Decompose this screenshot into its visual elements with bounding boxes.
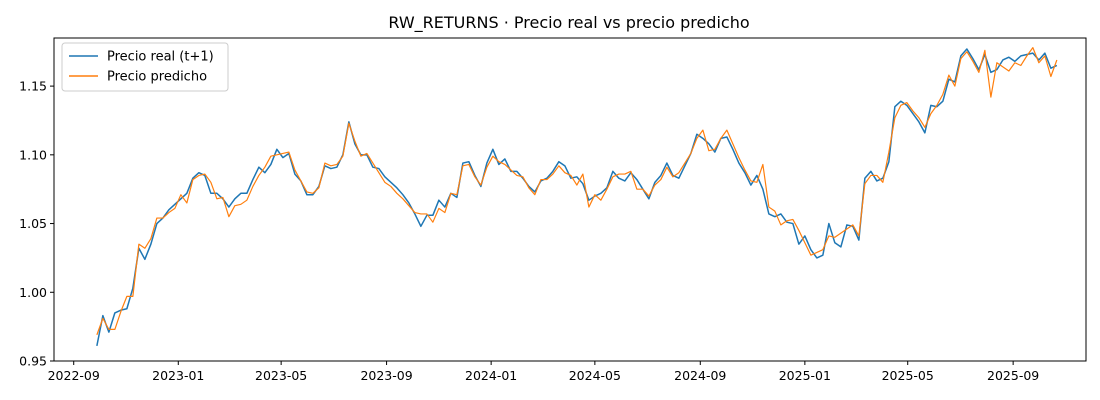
plot-area — [53, 37, 1087, 362]
y-axis: 0.95 1.00 1.05 1.10 1.15 — [19, 79, 54, 369]
x-tick-label: 2025-01 — [779, 368, 831, 383]
legend: Precio real (t+1) Precio predicho — [61, 42, 229, 92]
y-tick-label: 1.00 — [19, 285, 47, 300]
legend-label: Precio real (t+1) — [107, 50, 214, 65]
series-group — [96, 47, 1058, 347]
x-tick-label: 2024-05 — [569, 368, 621, 383]
x-tick-label: 2024-09 — [674, 368, 726, 383]
series-line-1 — [96, 48, 1058, 347]
series-line-2 — [96, 47, 1058, 336]
y-tick-label: 1.05 — [19, 216, 47, 231]
x-tick-label: 2023-05 — [255, 368, 307, 383]
x-tick-label: 2023-09 — [360, 368, 412, 383]
x-tick-label: 2024-01 — [465, 368, 517, 383]
legend-label: Precio predicho — [107, 70, 207, 85]
plot-frame — [53, 37, 1087, 362]
y-tick-label: 0.95 — [19, 354, 47, 369]
x-tick-label: 2023-01 — [152, 368, 204, 383]
x-tick-label: 2022-09 — [48, 368, 100, 383]
legend-box — [61, 42, 229, 92]
x-tick-label: 2025-09 — [987, 368, 1039, 383]
x-tick-label: 2025-05 — [882, 368, 934, 383]
y-tick-label: 1.15 — [19, 79, 47, 94]
x-axis: 2022-09 2023-01 2023-05 2023-09 2024-01 2024-… — [48, 361, 1039, 383]
chart-title: RW_RETURNS · Precio real vs precio predi… — [388, 13, 749, 33]
y-tick-label: 1.10 — [19, 147, 47, 162]
